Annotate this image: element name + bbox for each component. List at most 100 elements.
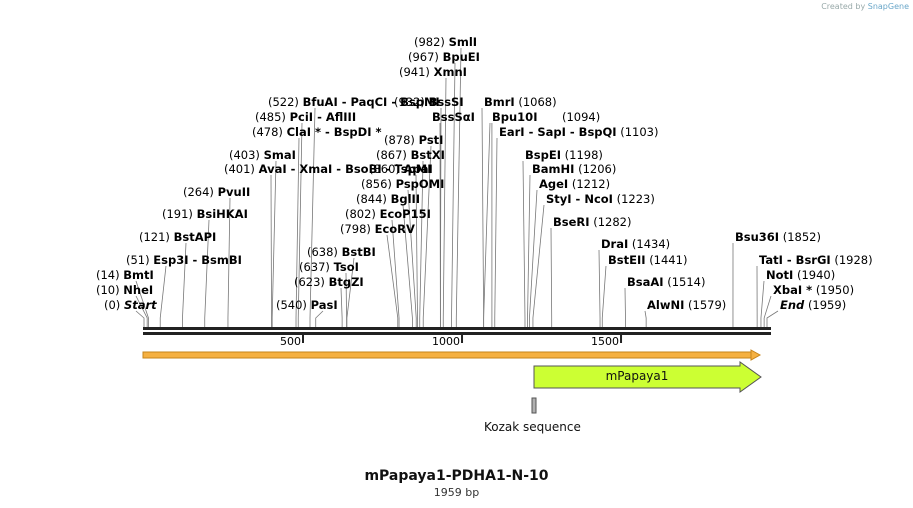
enzyme-name: ApaI bbox=[403, 162, 433, 176]
enzyme-name: SmaI bbox=[263, 148, 296, 162]
cut-site-lines bbox=[135, 47, 779, 327]
site-label[interactable]: XbaI * (1950) bbox=[773, 283, 854, 297]
site-label[interactable]: NotI (1940) bbox=[766, 268, 835, 282]
site-label[interactable]: (10) NheI bbox=[96, 283, 153, 297]
site-label[interactable]: (121) BstAPI bbox=[139, 230, 216, 244]
cut-site-line bbox=[439, 107, 442, 327]
site-label[interactable]: (0) Start bbox=[104, 298, 157, 312]
map-title: mPapaya1-PDHA1-N-10 bbox=[364, 468, 549, 484]
site-label[interactable]: (867) BstXI bbox=[376, 148, 445, 162]
site-label[interactable]: BspEI (1198) bbox=[525, 148, 603, 162]
site-label[interactable]: (401) AvaI - XmaI - BsoBI - TspMI bbox=[224, 162, 432, 176]
site-label[interactable]: (191) BsiHKAI bbox=[162, 207, 248, 221]
enzyme-name: PciI - AflIII bbox=[289, 110, 357, 124]
cut-site-line bbox=[419, 160, 424, 327]
cut-site-line bbox=[532, 204, 545, 327]
cut-site-line bbox=[135, 280, 149, 327]
site-label[interactable]: DraI (1434) bbox=[601, 237, 670, 251]
site-position: (941) bbox=[399, 65, 430, 79]
enzyme-name: PvuII bbox=[217, 185, 251, 199]
site-label[interactable]: (798) EcoRV bbox=[340, 222, 415, 236]
site-label[interactable]: (51) Esp3I - BsmBI bbox=[126, 253, 242, 267]
site-position: (798) bbox=[340, 222, 371, 236]
site-label[interactable]: Bpu10I bbox=[492, 110, 537, 124]
enzyme-name: BmrI bbox=[484, 95, 515, 109]
enzyme-name: BstXI bbox=[410, 148, 445, 162]
site-label[interactable]: (844) BglII bbox=[356, 192, 420, 206]
feature-label-kozak[interactable]: Kozak sequence bbox=[484, 420, 581, 434]
site-label[interactable]: (638) BstBI bbox=[307, 245, 376, 259]
site-position: (1212) bbox=[571, 177, 611, 191]
site-label[interactable]: BssSαI bbox=[432, 110, 475, 124]
enzyme-name: AgeI bbox=[539, 177, 569, 191]
enzyme-name: BsaAI bbox=[627, 275, 664, 289]
site-label[interactable]: BseRI (1282) bbox=[553, 215, 631, 229]
cut-site-line bbox=[442, 77, 447, 327]
enzyme-name: EcoRV bbox=[374, 222, 415, 236]
site-position: (540) bbox=[276, 298, 307, 312]
ruler-tick-label: 500 bbox=[280, 335, 301, 348]
site-label[interactable]: (856) PspOMI bbox=[361, 177, 444, 191]
site-label[interactable]: BsaAI (1514) bbox=[627, 275, 705, 289]
cut-site-line bbox=[270, 174, 272, 327]
site-label[interactable]: (982) SmlI bbox=[414, 35, 477, 49]
backbone-top-strand bbox=[143, 327, 771, 330]
site-position: (51) bbox=[126, 253, 150, 267]
site-label[interactable]: End (1959) bbox=[780, 298, 846, 312]
site-position: (637) bbox=[299, 260, 330, 274]
site-label[interactable]: (1094) bbox=[562, 110, 600, 124]
site-label[interactable]: (941) XmnI bbox=[399, 65, 467, 79]
site-label[interactable]: (878) PstI bbox=[384, 133, 443, 147]
site-label[interactable]: (967) BpuEI bbox=[408, 50, 480, 64]
site-label[interactable]: (522) BfuAI - PaqCI - BspMI bbox=[268, 95, 440, 109]
site-label[interactable]: (14) BmtI bbox=[96, 268, 154, 282]
site-label[interactable]: Bsu36I (1852) bbox=[735, 230, 821, 244]
cut-site-line bbox=[598, 249, 601, 327]
enzyme-name: EcoP15I bbox=[379, 207, 431, 221]
site-label[interactable]: TatI - BsrGI (1928) bbox=[759, 253, 873, 267]
cut-site-line bbox=[295, 137, 300, 327]
enzyme-name: BpuEI bbox=[442, 50, 480, 64]
ruler-tick-label: 1500 bbox=[591, 335, 620, 348]
kozak-sequence-box[interactable] bbox=[531, 397, 537, 414]
credit-prefix: Created by bbox=[821, 2, 866, 11]
site-position: (1928) bbox=[834, 253, 873, 267]
site-label[interactable]: (860) ApaI bbox=[369, 162, 433, 176]
site-label[interactable]: (403) SmaI bbox=[229, 148, 296, 162]
site-label[interactable]: BstEII (1441) bbox=[608, 253, 687, 267]
site-label[interactable]: (264) PvuII bbox=[183, 185, 250, 199]
site-label[interactable]: (540) PasI bbox=[276, 298, 338, 312]
site-position: (1579) bbox=[688, 298, 727, 312]
site-label[interactable]: (485) PciI - AflIII bbox=[255, 110, 356, 124]
site-label[interactable]: (637) TsoI bbox=[299, 260, 359, 274]
site-label[interactable]: AgeI (1212) bbox=[539, 177, 610, 191]
enzyme-name: NheI bbox=[123, 283, 154, 297]
enzyme-name: NotI bbox=[766, 268, 794, 282]
site-label[interactable]: BamHI (1206) bbox=[532, 162, 616, 176]
site-label[interactable]: (623) BtgZI bbox=[294, 275, 364, 289]
cut-site-line bbox=[481, 107, 485, 327]
site-label[interactable]: (802) EcoP15I bbox=[345, 207, 431, 221]
site-position: (1206) bbox=[578, 162, 617, 176]
enzyme-name: BsiHKAI bbox=[196, 207, 248, 221]
site-position: (1434) bbox=[631, 237, 671, 251]
site-label[interactable]: EarI - SapI - BspQI (1103) bbox=[499, 125, 658, 139]
site-position: (867) bbox=[376, 148, 407, 162]
feature-label-mpapaya1[interactable]: mPapaya1 bbox=[605, 369, 669, 383]
feature-mpapaya1[interactable] bbox=[533, 361, 762, 393]
site-label[interactable]: (932) BssSI bbox=[394, 95, 464, 109]
orf-arrow[interactable] bbox=[142, 349, 762, 361]
site-label[interactable]: (478) ClaI * - BspDI * bbox=[252, 125, 382, 139]
site-position: (522) bbox=[268, 95, 299, 109]
site-position: (1068) bbox=[518, 95, 557, 109]
enzyme-name: DraI bbox=[601, 237, 629, 251]
enzyme-name: TsoI bbox=[333, 260, 359, 274]
site-position: (860) bbox=[369, 162, 400, 176]
site-position: (1514) bbox=[667, 275, 706, 289]
site-label[interactable]: AlwNI (1579) bbox=[647, 298, 726, 312]
site-position: (1950) bbox=[815, 283, 855, 297]
site-label[interactable]: StyI - NcoI (1223) bbox=[546, 192, 655, 206]
site-label[interactable]: BmrI (1068) bbox=[484, 95, 557, 109]
site-position: (1094) bbox=[562, 110, 601, 124]
